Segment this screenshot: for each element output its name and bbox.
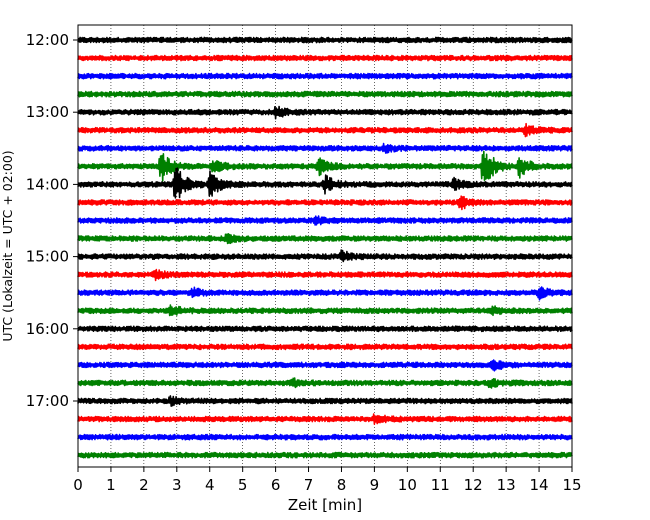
trace-group <box>77 36 573 459</box>
trace-18 <box>77 359 573 372</box>
trace-4 <box>77 105 573 120</box>
y-axis: 12:00 13:00 14:00 15:00 16:00 17:00 <box>26 31 78 410</box>
trace-19 <box>77 377 573 389</box>
trace-20 <box>77 395 573 407</box>
y-tick-label-3: 15:00 <box>26 248 69 266</box>
plot-frame <box>77 24 573 468</box>
trace-8 <box>77 167 573 199</box>
x-tick-label-2: 2 <box>139 476 149 494</box>
x-tick-label-6: 6 <box>271 476 281 494</box>
trace-21 <box>77 413 573 425</box>
trace-16 <box>77 325 573 333</box>
trace-14 <box>77 286 573 301</box>
x-tick-label-5: 5 <box>238 476 248 494</box>
x-axis-title: Zeit [min] <box>288 496 362 514</box>
y-tick-label-0: 12:00 <box>26 31 69 49</box>
trace-0 <box>77 36 573 44</box>
trace-23 <box>77 451 573 459</box>
trace-3 <box>77 90 573 98</box>
y-tick-label-5: 17:00 <box>26 392 69 410</box>
trace-17 <box>77 343 573 351</box>
trace-2 <box>77 72 573 80</box>
x-tick-label-0: 0 <box>73 476 83 494</box>
trace-10 <box>77 215 573 226</box>
x-tick-label-8: 8 <box>337 476 347 494</box>
x-tick-label-1: 1 <box>106 476 116 494</box>
x-tick-label-7: 7 <box>304 476 314 494</box>
trace-11 <box>77 233 573 245</box>
y-axis-title: UTC (Lokalzeit = UTC + 02:00) <box>0 150 15 341</box>
x-axis: 0 1 2 3 4 5 6 7 8 9 10 11 12 13 14 15 <box>73 467 582 494</box>
x-tick-label-3: 3 <box>172 476 182 494</box>
y-tick-label-1: 13:00 <box>26 103 69 121</box>
trace-1 <box>77 54 573 62</box>
x-tick-label-13: 13 <box>497 476 516 494</box>
trace-13 <box>77 268 573 282</box>
y-tick-label-2: 14:00 <box>26 175 69 193</box>
x-tick-label-4: 4 <box>205 476 215 494</box>
trace-6 <box>77 142 573 154</box>
trace-15 <box>77 304 573 317</box>
trace-5 <box>77 122 573 138</box>
trace-22 <box>77 433 573 441</box>
x-tick-label-15: 15 <box>562 476 581 494</box>
trace-9 <box>77 195 573 211</box>
y-tick-label-4: 16:00 <box>26 320 69 338</box>
x-tick-label-12: 12 <box>464 476 483 494</box>
x-tick-label-11: 11 <box>431 476 450 494</box>
x-tick-label-9: 9 <box>370 476 380 494</box>
trace-12 <box>77 249 573 263</box>
x-tick-label-10: 10 <box>398 476 417 494</box>
trace-7 <box>77 150 573 182</box>
x-tick-label-14: 14 <box>530 476 549 494</box>
